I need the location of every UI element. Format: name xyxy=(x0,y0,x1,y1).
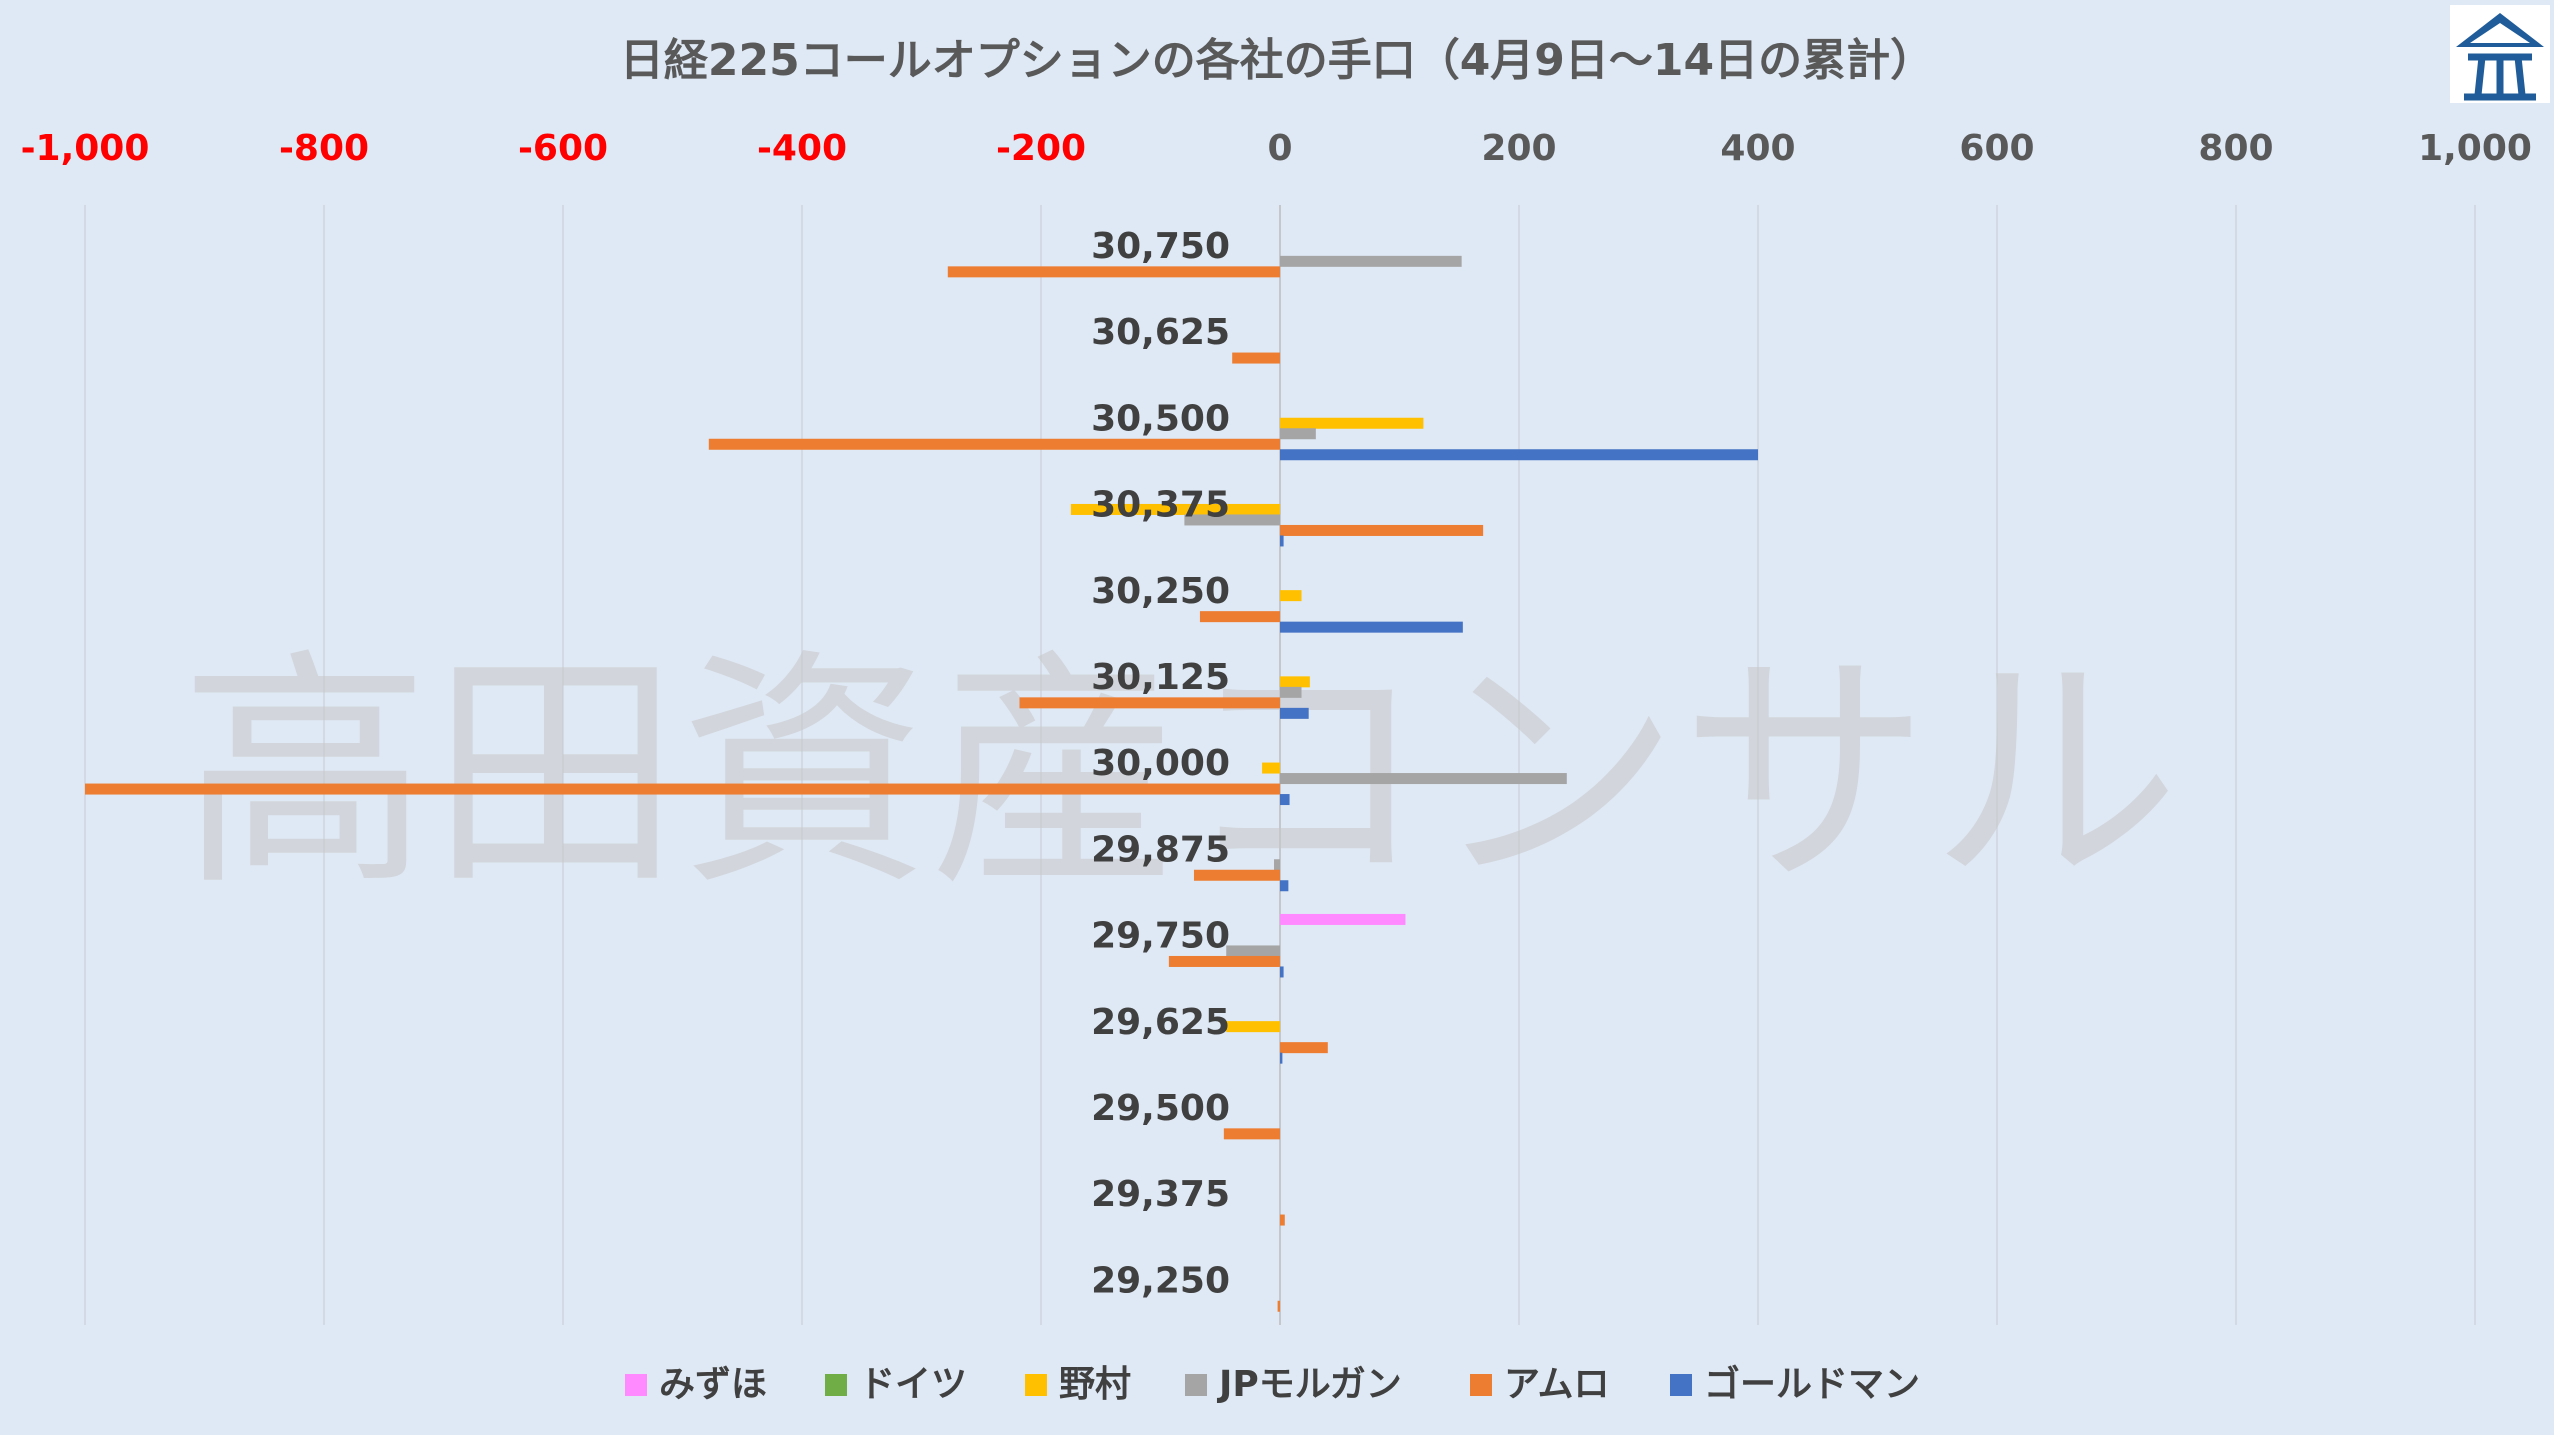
category-label: 30,125 xyxy=(1091,657,1230,698)
category-label: 29,500 xyxy=(1091,1088,1230,1129)
bar xyxy=(1226,1021,1280,1033)
bar xyxy=(1184,514,1280,526)
x-tick-label: -800 xyxy=(279,128,369,169)
category-label: 29,375 xyxy=(1091,1174,1230,1215)
bar xyxy=(1280,428,1316,440)
bar xyxy=(1280,535,1284,547)
bar xyxy=(1274,859,1280,871)
legend-swatch xyxy=(625,1374,647,1396)
x-axis: -1,000 -800 -600 -400 -200 0 200 400 600 800 1,000 xyxy=(21,128,2532,169)
bar xyxy=(1280,524,1484,536)
bar xyxy=(1070,503,1280,515)
chart-title: 日経225コールオプションの各社の手口（4月9日～14日の累計） xyxy=(620,35,1934,86)
bar xyxy=(1199,611,1280,623)
bar xyxy=(1168,955,1280,967)
category-label: 29,250 xyxy=(1091,1260,1230,1301)
x-tick-label: 400 xyxy=(1720,128,1795,169)
bar xyxy=(1280,1214,1285,1226)
bar xyxy=(1277,1300,1280,1312)
legend-label: みずほ xyxy=(659,1364,767,1405)
legend-swatch xyxy=(825,1374,847,1396)
x-tick-label: 200 xyxy=(1481,128,1556,169)
bar xyxy=(947,266,1280,278)
category-label: 29,875 xyxy=(1091,829,1230,870)
legend-label: ドイツ xyxy=(859,1364,967,1405)
legend-swatch xyxy=(1025,1374,1047,1396)
category-label: 30,750 xyxy=(1091,226,1230,267)
category-label: 29,750 xyxy=(1091,916,1230,957)
bar xyxy=(1280,676,1310,688)
bar xyxy=(1280,913,1406,925)
legend-swatch xyxy=(1185,1374,1207,1396)
category-label: 30,625 xyxy=(1091,312,1230,353)
category-label: 30,500 xyxy=(1091,398,1230,439)
bar xyxy=(1280,966,1284,978)
bar xyxy=(1232,352,1280,364)
category-labels: 30,750 30,625 30,500 30,375 30,250 30,125 30,0… xyxy=(1091,226,1230,1301)
shrine-roof-logo-icon xyxy=(2456,13,2544,101)
x-tick-label: -600 xyxy=(518,128,608,169)
bar xyxy=(1280,621,1463,633)
x-tick-label: 800 xyxy=(2198,128,2273,169)
bar xyxy=(1280,707,1309,719)
bar xyxy=(1019,697,1280,709)
logo xyxy=(2450,5,2550,103)
bar xyxy=(85,783,1280,795)
bar xyxy=(1280,1052,1283,1064)
x-tick-label: -200 xyxy=(996,128,1086,169)
legend-label: 野村 xyxy=(1059,1364,1131,1405)
watermark: 高田資産コンサル xyxy=(180,628,2180,919)
bar xyxy=(1226,945,1280,957)
bar xyxy=(1280,794,1290,806)
bar xyxy=(1280,255,1462,267)
legend-swatch xyxy=(1470,1374,1492,1396)
bar xyxy=(1223,1128,1280,1140)
legend-label: アムロ xyxy=(1504,1364,1609,1405)
bar xyxy=(1280,449,1758,461)
bars xyxy=(85,255,1758,1312)
bar xyxy=(1280,1042,1328,1054)
bar xyxy=(1280,590,1302,602)
bar xyxy=(708,438,1280,450)
legend-swatch xyxy=(1670,1374,1692,1396)
category-label: 30,000 xyxy=(1091,743,1230,784)
x-tick-label: 600 xyxy=(1959,128,2034,169)
category-label: 29,625 xyxy=(1091,1002,1230,1043)
legend-label: ゴールドマン xyxy=(1704,1363,1920,1405)
x-tick-label: 0 xyxy=(1267,128,1292,169)
bar xyxy=(1280,686,1302,698)
bar xyxy=(1262,762,1280,774)
bar xyxy=(1193,869,1280,881)
legend: みずほ ドイツ 野村 JPモルガン アムロ ゴールドマン xyxy=(625,1363,1920,1405)
bar xyxy=(1280,773,1567,785)
x-tick-label: 1,000 xyxy=(2418,128,2532,169)
bar xyxy=(1280,880,1289,892)
x-tick-label: -400 xyxy=(757,128,847,169)
category-label: 30,250 xyxy=(1091,571,1230,612)
x-tick-label: -1,000 xyxy=(21,128,150,169)
bar xyxy=(1280,417,1424,429)
legend-label: JPモルガン xyxy=(1216,1364,1402,1405)
category-label: 30,375 xyxy=(1091,485,1230,526)
